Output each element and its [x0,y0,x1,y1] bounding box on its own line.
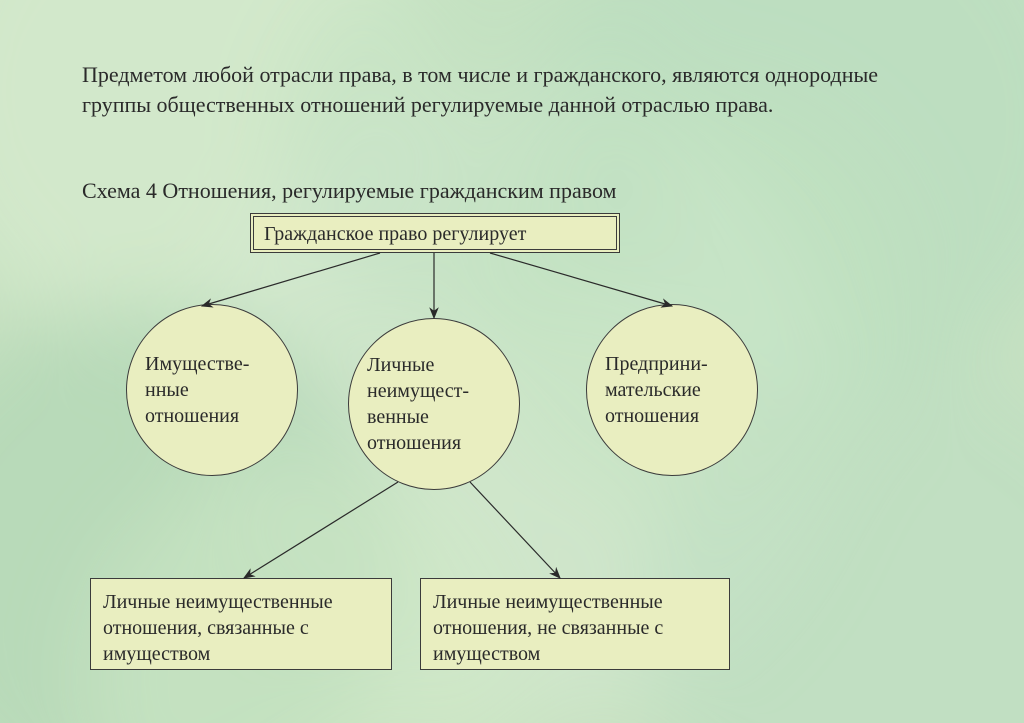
leaf-box-b2: Личные неимущественные отношения, не свя… [420,578,730,670]
circle-node-label: Предприни- мательские отношения [605,351,739,429]
content-layer: Предметом любой отрасли права, в том чис… [0,0,1024,723]
scheme-title: Схема 4 Отношения, регулируемые гражданс… [82,176,902,206]
circle-node-label: Имуществе- нные отношения [145,351,279,429]
circle-node-label: Личные неимущест- венные отношения [367,352,501,456]
circle-node-c3: Предприни- мательские отношения [586,304,758,476]
root-node-label: Гражданское право регулирует [264,223,526,246]
circle-node-c2: Личные неимущест- венные отношения [348,318,520,490]
intro-paragraph: Предметом любой отрасли права, в том чис… [82,60,902,119]
leaf-box-b1: Личные неимущественные отношения, связан… [90,578,392,670]
circle-node-c1: Имуществе- нные отношения [126,304,298,476]
root-node: Гражданское право регулирует [250,213,620,253]
